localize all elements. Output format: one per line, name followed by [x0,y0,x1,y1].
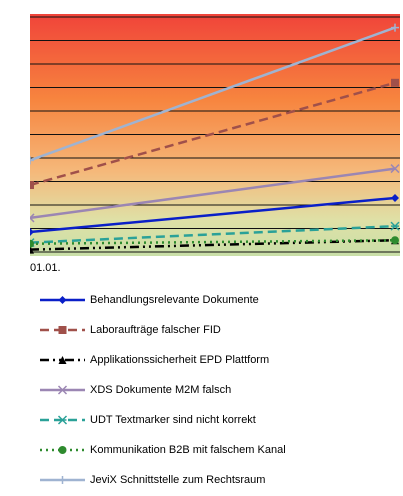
marker [57,415,68,425]
marker [30,245,34,254]
legend-label: Kommunikation B2B mit falschem Kanal [90,444,286,456]
legend-label: UDT Textmarker sind nicht korrekt [90,414,256,426]
marker [391,236,399,245]
marker [30,213,35,223]
legend-label: Laboraufträge falscher FID [90,324,221,336]
series-line [30,81,396,187]
marker [30,239,34,248]
legend-label: JeviX Schnittstelle zum Rechtsraum [90,474,265,486]
marker [58,446,67,454]
legend-label: Behandlungsrelevante Dokumente [90,294,259,306]
series-line [30,26,396,162]
marker [30,156,34,165]
marker [58,326,67,334]
marker [391,78,399,87]
marker [391,193,399,202]
series-line [30,239,396,251]
legend-label: XDS Dokumente M2M falsch [90,384,231,396]
series-line [30,196,396,234]
series-line [30,239,396,246]
x-tick-label: 01.01. [30,262,61,274]
marker [390,164,400,174]
marker [30,228,34,237]
marker [391,23,399,32]
marker [390,221,400,231]
series-line [30,167,396,220]
marker [58,296,67,304]
marker [58,476,67,484]
marker [58,356,67,364]
series-line [30,224,396,244]
marker [57,385,68,395]
marker [30,181,34,190]
legend-label: Applikationssicherheit EPD Plattform [90,354,269,366]
